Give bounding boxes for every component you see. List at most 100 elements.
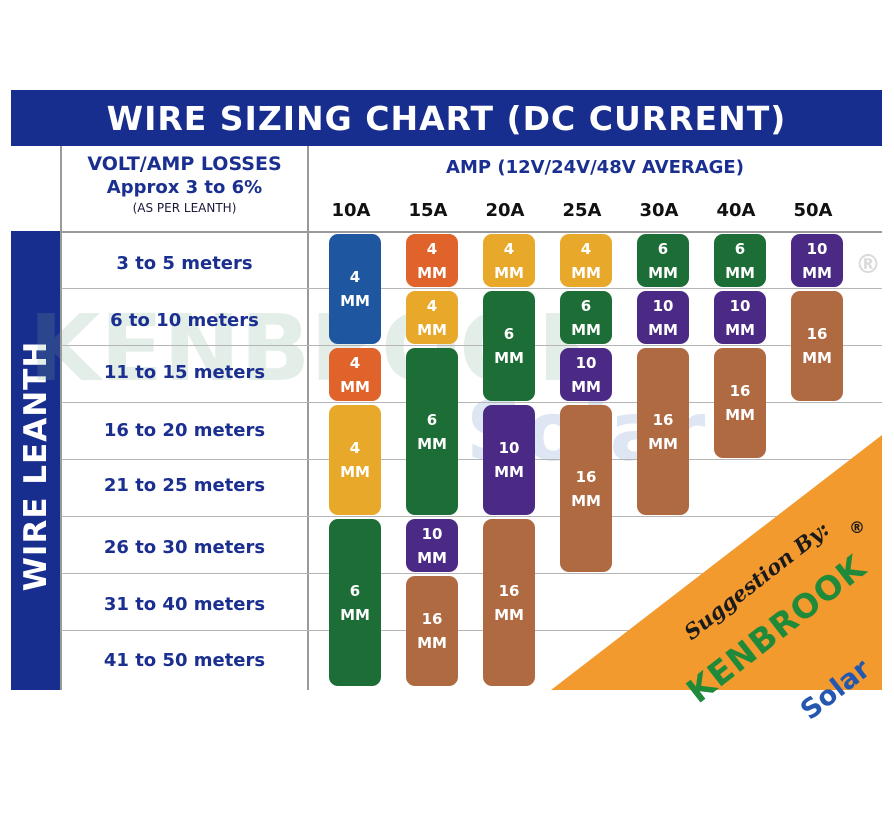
size-block-25a-15: 10 MM [560,348,612,401]
header-losses: VOLT/AMP LOSSES Approx 3 to 6% (AS PER L… [61,146,308,231]
size-value: 16 [652,410,674,429]
col-head-15a: 15A [408,200,448,221]
col-head-10a: 10A [331,200,371,221]
size-unit: MM [725,263,755,282]
size-value: 6 [657,239,669,258]
size-block-30a-18: 10 MM [637,291,689,344]
size-block-15a-8: 16 MM [406,576,458,686]
size-block-40a-20: 6 MM [714,234,766,287]
size-unit: MM [571,320,601,339]
size-unit: MM [417,634,447,652]
size-value: 10 [498,439,520,457]
side-bar-corner [11,146,62,231]
size-block-20a-12: 16 MM [483,519,535,686]
size-value: 4 [349,268,361,286]
size-value: 10 [806,239,828,258]
size-value: 10 [652,296,674,315]
size-block-10a-0: 4 MM [329,234,381,344]
size-value: 16 [806,325,828,343]
size-value: 4 [349,439,361,457]
size-unit: MM [802,263,832,282]
size-unit: MM [494,605,524,624]
size-value: 6 [426,410,438,429]
col-head-30a: 30A [639,200,679,221]
size-block-20a-11: 10 MM [483,405,535,515]
size-value: 10 [575,353,597,372]
size-unit: MM [725,320,755,339]
size-unit: MM [340,292,370,310]
promo-triangle [551,435,882,690]
size-unit: MM [648,263,678,282]
size-value: 16 [421,610,443,628]
size-unit: MM [417,548,447,567]
row-label-26-30: 26 to 30 meters [103,537,266,558]
size-value: 6 [734,239,746,258]
size-unit: MM [648,434,678,453]
header-losses-note: (AS PER LEANTH) [132,201,237,215]
size-value: 4 [503,239,515,258]
row-divider [61,573,882,574]
row-divider [61,630,882,631]
size-value: 4 [426,296,438,315]
row-label-3-5: 3 to 5 meters [116,253,253,274]
size-value: 16 [498,581,520,600]
size-unit: MM [340,605,370,624]
size-block-10a-3: 6 MM [329,519,381,686]
size-block-40a-22: 16 MM [714,348,766,458]
wire-sizing-chart: WIRE SIZING CHART (DC CURRENT) WIRE LEAN… [11,90,882,726]
col-head-25a: 25A [562,200,602,221]
size-block-50a-24: 16 MM [791,291,843,401]
size-unit: MM [648,320,678,339]
size-unit: MM [571,263,601,282]
row-divider [61,402,882,403]
size-unit: MM [571,491,601,510]
side-bar: WIRE LEANTH [11,146,62,690]
size-value: 16 [729,382,751,400]
amp-header: AMP (12V/24V/48V AVERAGE) [446,157,744,178]
size-block-15a-7: 10 MM [406,519,458,572]
size-unit: MM [802,349,832,367]
row-label-21-25: 21 to 25 meters [103,475,266,496]
size-value: 16 [575,467,597,486]
header-losses-title: VOLT/AMP LOSSES [87,153,282,175]
size-unit: MM [340,377,370,396]
chart-title: WIRE SIZING CHART (DC CURRENT) [11,90,882,146]
size-unit: MM [494,263,524,282]
size-block-25a-16: 16 MM [560,405,612,572]
size-value: 4 [426,239,438,258]
row-label-6-10: 6 to 10 meters [110,310,259,331]
size-unit: MM [417,434,447,453]
size-block-20a-10: 6 MM [483,291,535,401]
size-value: 10 [421,524,443,543]
size-block-20a-9: 4 MM [483,234,535,287]
size-block-15a-5: 4 MM [406,291,458,344]
size-value: 6 [580,296,592,315]
divider-center [307,146,309,690]
col-head-40a: 40A [716,200,756,221]
size-unit: MM [571,377,601,396]
size-block-30a-19: 16 MM [637,348,689,515]
size-block-10a-1: 4 MM [329,348,381,401]
row-divider [61,345,882,346]
col-head-20a: 20A [485,200,525,221]
row-divider [61,231,882,233]
row-divider [61,288,882,289]
size-value: 4 [580,239,592,258]
size-value: 6 [349,581,361,600]
size-unit: MM [417,263,447,282]
row-label-16-20: 16 to 20 meters [103,420,266,441]
watermark-reg: ® [855,250,881,280]
size-block-15a-6: 6 MM [406,348,458,515]
size-block-30a-17: 6 MM [637,234,689,287]
divider-left [60,146,62,690]
size-value: 6 [503,325,515,343]
row-label-41-50: 41 to 50 meters [103,650,266,671]
size-unit: MM [494,349,524,367]
size-block-40a-21: 10 MM [714,291,766,344]
promo-corner [551,435,882,690]
size-unit: MM [417,320,447,339]
size-unit: MM [494,463,524,481]
row-label-11-15: 11 to 15 meters [103,362,266,383]
row-label-31-40: 31 to 40 meters [103,594,266,615]
size-value: 4 [349,353,361,372]
